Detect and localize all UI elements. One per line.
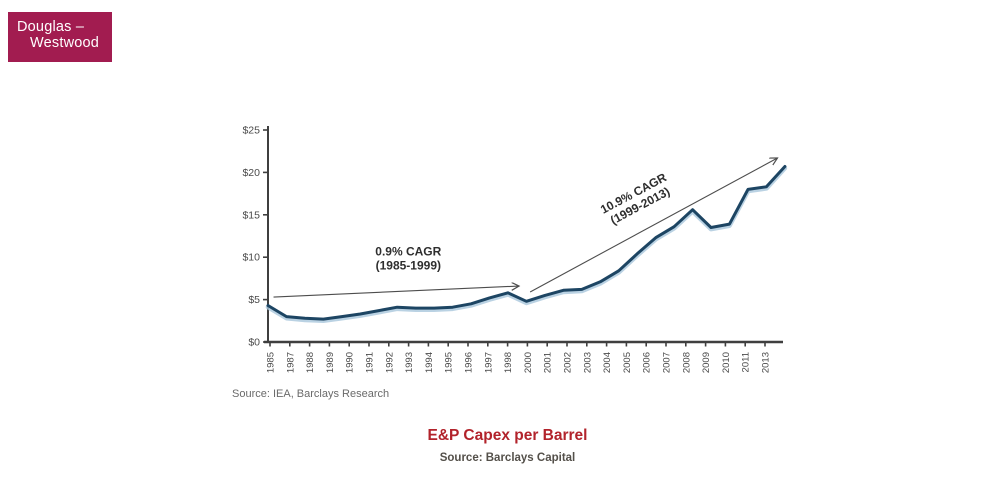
x-tick-label: 2005 xyxy=(622,352,633,373)
x-tick-label: 1989 xyxy=(325,352,336,373)
y-tick-label: $20 xyxy=(242,167,260,179)
x-tick-label: 2011 xyxy=(741,352,752,372)
x-tick-label: 2004 xyxy=(602,352,613,373)
x-tick-label: 1994 xyxy=(424,352,435,373)
capex-line-halo xyxy=(265,165,788,324)
cagr-annotation-line2: (1985-1999) xyxy=(376,259,441,273)
x-tick-label: 1987 xyxy=(285,352,296,373)
x-tick-label: 2010 xyxy=(721,352,732,373)
x-tick-label: 2008 xyxy=(681,352,692,373)
cagr-annotation-line1: 0.9% CAGR xyxy=(375,245,441,259)
x-tick-label: 2006 xyxy=(642,352,653,373)
x-tick-label: 1990 xyxy=(345,352,356,373)
y-tick-label: $15 xyxy=(242,209,260,221)
x-tick-label: 1985 xyxy=(266,352,277,373)
cagr-arrow-1 xyxy=(273,286,520,298)
x-tick-label: 1992 xyxy=(384,352,395,373)
x-tick-label: 1991 xyxy=(365,352,376,373)
x-tick-label: 2003 xyxy=(582,352,593,373)
douglas-westwood-logo: Douglas – Westwood xyxy=(8,12,112,62)
x-tick-label: 1997 xyxy=(483,352,494,373)
x-tick-label: 2001 xyxy=(543,352,554,373)
x-tick-label: 1995 xyxy=(444,352,455,373)
chart-title: E&P Capex per Barrel xyxy=(427,427,588,444)
cagr-annotation-2: 10.9% CAGR(1999-2013) xyxy=(598,170,672,227)
logo-line1: Douglas – xyxy=(17,19,85,35)
capex-line xyxy=(266,165,787,321)
x-tick-label: 2009 xyxy=(701,352,712,373)
x-tick-label: 1998 xyxy=(503,352,514,373)
logo-line2: Westwood xyxy=(30,35,100,51)
cagr-arrow-2 xyxy=(529,158,777,293)
x-tick-label: 1996 xyxy=(464,352,475,373)
x-tick-label: 2007 xyxy=(662,352,673,373)
x-tick-label: 2013 xyxy=(761,352,772,373)
capex-chart: $0 $5 $10 $15 $20 $25 1985 1987 1988 1989 1990 1991… xyxy=(242,125,788,373)
chart-source: Source: IEA, Barclays Research xyxy=(232,388,390,400)
x-tick-label: 2002 xyxy=(563,352,574,373)
y-tick-label: $0 xyxy=(248,337,260,349)
x-tick-label: 1988 xyxy=(305,352,316,373)
x-tick-label: 1993 xyxy=(404,352,415,373)
x-tick-label: 2000 xyxy=(523,352,534,373)
y-tick-label: $5 xyxy=(248,294,260,306)
y-tick-label: $25 xyxy=(242,125,260,137)
cagr-annotation-1: 0.9% CAGR(1985-1999) xyxy=(375,245,441,273)
footer-source: Source: Barclays Capital xyxy=(439,452,576,464)
y-tick-label: $10 xyxy=(242,252,260,264)
